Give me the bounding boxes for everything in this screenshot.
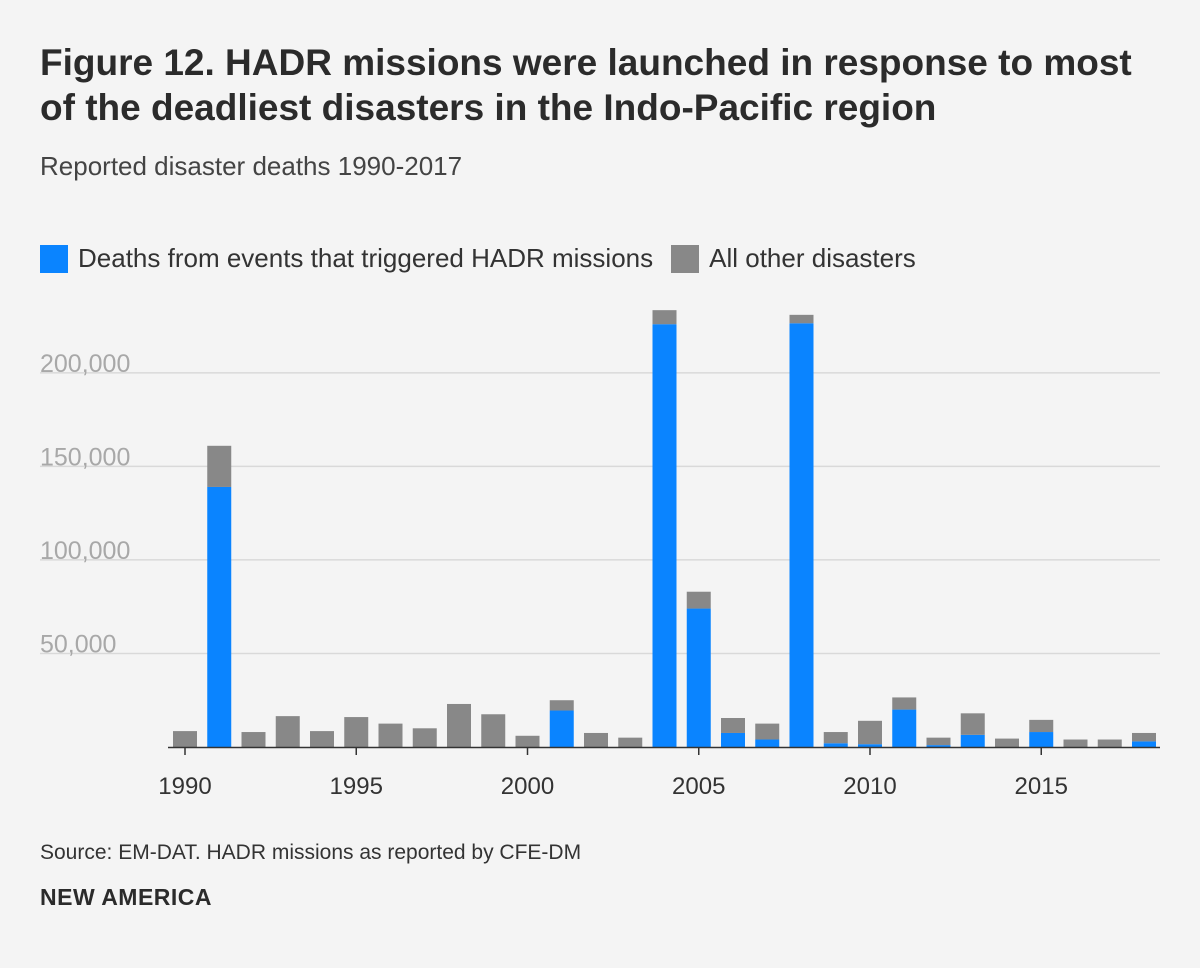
bar-hadr-2015 (1029, 732, 1054, 747)
y-tick-label: 200,000 (40, 350, 130, 378)
bar-other-1996 (378, 723, 403, 747)
bar-other-2017 (1097, 739, 1122, 747)
bar-other-1991 (207, 445, 232, 487)
legend-swatch-other (671, 244, 700, 273)
bar-other-1994 (310, 731, 334, 747)
bar-other-2005 (686, 591, 711, 609)
x-tick-label: 2005 (672, 773, 725, 800)
bar-hadr-2011 (892, 709, 917, 747)
legend-swatch-hadr (40, 244, 68, 273)
x-tick-label: 2000 (501, 773, 554, 800)
bar-other-2013 (960, 713, 985, 735)
bar-other-2002 (584, 732, 608, 747)
bar-hadr-2001 (549, 710, 574, 747)
bar-other-2014 (995, 738, 1019, 747)
x-tick-label: 2010 (843, 773, 896, 800)
legend-label-other: All other disasters (709, 243, 916, 273)
bar-other-1999 (481, 714, 506, 747)
y-tick-label: 150,000 (40, 443, 130, 471)
axes: 50,000 100,000 150,000 200,000 1990 1995 2000 2… (40, 350, 1160, 800)
bar-other-2003 (618, 737, 643, 747)
bar-chart: 50,000 100,000 150,000 200,000 1990 1995 2000 2… (40, 310, 1160, 800)
bar-other-2011 (892, 697, 917, 710)
bar-other-1998 (447, 703, 471, 747)
bar-other-1997 (412, 728, 437, 747)
legend-label-hadr: Deaths from events that triggered HADR m… (78, 243, 654, 273)
bar-other-1992 (241, 732, 266, 747)
bars (173, 310, 1156, 747)
bar-other-2000 (515, 735, 540, 747)
bar-other-2006 (721, 718, 745, 733)
bar-hadr-2007 (755, 739, 780, 747)
x-tick-label: 2015 (1015, 773, 1068, 800)
bar-other-2010 (858, 720, 882, 745)
chart-title: Figure 12. HADR missions were launched i… (40, 42, 1132, 128)
bar-other-1993 (275, 716, 300, 747)
chart-subtitle: Reported disaster deaths 1990-2017 (40, 151, 463, 181)
bar-other-1990 (173, 731, 197, 747)
bar-hadr-2010 (858, 744, 882, 747)
bar-hadr-2006 (721, 732, 745, 747)
legend: Deaths from events that triggered HADR m… (40, 243, 934, 274)
legend-item-other: All other disasters (671, 243, 916, 274)
x-tick-label: 1990 (158, 773, 211, 800)
bar-other-2009 (823, 732, 848, 744)
bar-hadr-2013 (960, 734, 985, 747)
bar-hadr-2004 (652, 324, 677, 747)
bar-other-2008 (789, 314, 814, 324)
y-tick-label: 100,000 (40, 537, 130, 565)
bar-other-2004 (652, 310, 677, 325)
bar-other-2001 (549, 700, 574, 711)
bar-other-2016 (1063, 739, 1088, 747)
brand-logo-text: NEW AMERICA (40, 884, 213, 910)
bar-other-2012 (926, 737, 951, 746)
bar-hadr-2008 (789, 323, 814, 747)
bar-other-2007 (755, 723, 780, 740)
bar-other-2018 (1132, 732, 1156, 742)
bar-hadr-1991 (207, 486, 232, 747)
source-note: Source: EM-DAT. HADR missions as reporte… (40, 841, 582, 864)
x-tick-label: 1995 (330, 773, 383, 800)
bar-other-2015 (1029, 719, 1054, 733)
bar-hadr-2018 (1132, 741, 1156, 747)
bar-hadr-2005 (686, 608, 711, 747)
legend-item-hadr: Deaths from events that triggered HADR m… (40, 243, 653, 274)
y-tick-label: 50,000 (40, 630, 116, 658)
bar-hadr-2012 (926, 745, 951, 747)
bar-other-1995 (344, 717, 369, 747)
bar-hadr-2009 (823, 743, 848, 747)
